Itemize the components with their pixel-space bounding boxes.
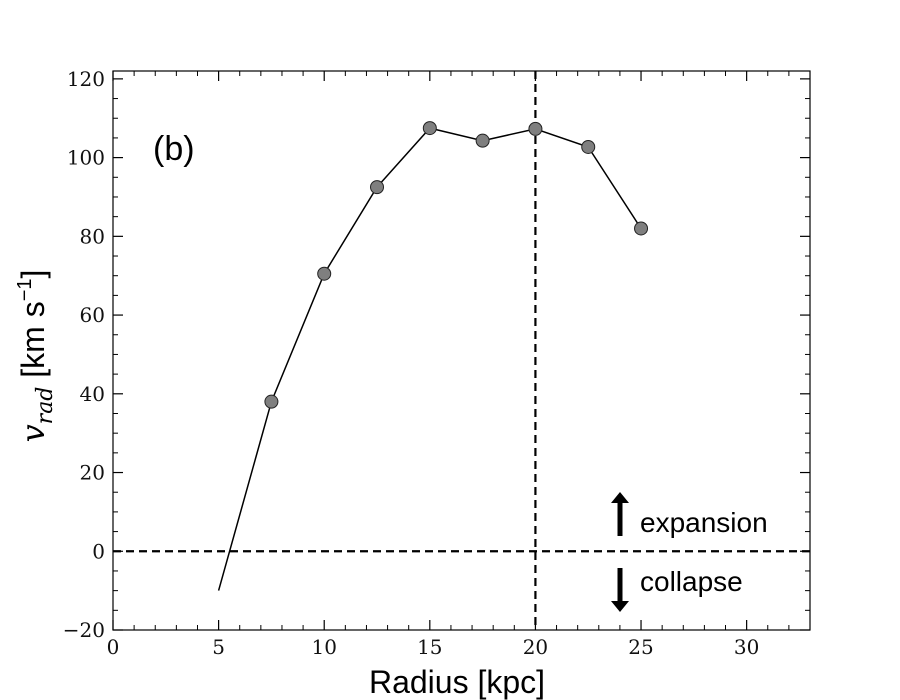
y-tick-label: −20 xyxy=(63,618,105,642)
x-tick-label: 20 xyxy=(523,635,548,659)
y-tick-label: 40 xyxy=(80,382,105,406)
collapse-arrow xyxy=(611,568,629,612)
x-tick-label: 25 xyxy=(628,635,653,659)
y-tick-label: 80 xyxy=(80,224,105,248)
x-tick-label: 0 xyxy=(107,635,120,659)
y-tick-label: 60 xyxy=(80,303,105,327)
y-axis-title: vrad [km s−1] xyxy=(14,270,58,443)
y-tick-label: 120 xyxy=(67,67,105,91)
expansion-arrow xyxy=(611,492,629,536)
collapse-label: collapse xyxy=(640,566,743,597)
x-tick-label: 30 xyxy=(734,635,759,659)
y-axis-title-units-end: ] xyxy=(15,270,51,279)
x-axis-title: Radius [kpc] xyxy=(369,664,545,700)
plot-frame xyxy=(112,70,811,631)
y-axis-title-units: [km s xyxy=(15,301,51,386)
data-point xyxy=(264,394,279,409)
y-tick-label: 100 xyxy=(67,146,105,170)
y-axis-title-exponent: −1 xyxy=(14,278,36,301)
y-tick-label: 20 xyxy=(80,461,105,485)
data-point xyxy=(581,139,596,154)
data-point xyxy=(370,180,385,195)
y-tick-label: 0 xyxy=(92,539,105,563)
data-point xyxy=(317,266,332,281)
series-line xyxy=(217,127,642,591)
expansion-label: expansion xyxy=(640,507,768,538)
x-tick-label: 10 xyxy=(311,635,336,659)
y-axis-title-subscript: rad xyxy=(33,387,58,425)
data-point xyxy=(634,221,649,236)
panel-label: (b) xyxy=(153,130,195,168)
x-tick-label: 15 xyxy=(417,635,442,659)
data-point xyxy=(475,133,490,148)
data-point xyxy=(528,121,543,136)
data-point xyxy=(422,121,437,136)
x-tick-label: 5 xyxy=(212,635,225,659)
y-axis-title-variable: v xyxy=(14,424,52,442)
